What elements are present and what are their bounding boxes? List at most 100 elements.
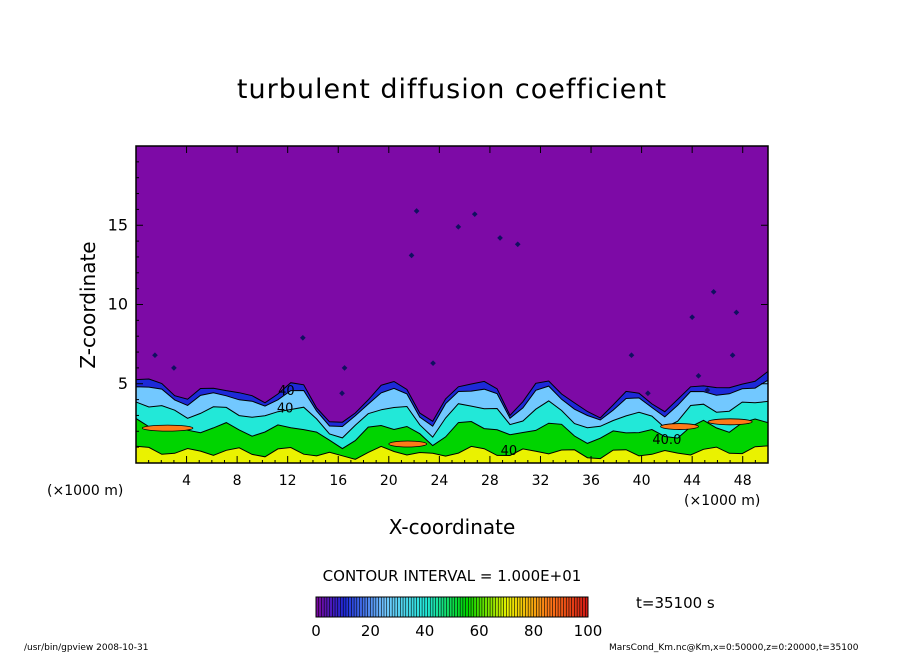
colorbar-step — [500, 597, 504, 617]
x-tick-label: 16 — [329, 473, 347, 489]
colorbar-step — [316, 597, 320, 617]
colorbar-step — [503, 597, 507, 617]
colorbar-frame — [315, 596, 589, 618]
plume-marker — [710, 288, 717, 295]
plume-markers — [152, 208, 740, 397]
colorbar-step — [408, 597, 412, 617]
boundary-layer-field — [136, 370, 768, 463]
x-tick-label: 32 — [532, 473, 550, 489]
colorbar-step — [435, 597, 439, 617]
colorbar-step — [549, 597, 553, 617]
plume-marker — [471, 211, 478, 217]
colorbar-step — [403, 597, 407, 617]
colorbar-tick-label: 20 — [361, 622, 380, 640]
colorbar-step — [454, 597, 458, 617]
colorbar-step — [443, 597, 447, 617]
colorbar-step — [422, 597, 426, 617]
footer-source-label: MarsCond_Km.nc@Km,x=0:50000,z=0:20000,t=… — [609, 643, 859, 653]
colorbar-step — [536, 597, 540, 617]
colorbar-step — [533, 597, 537, 617]
plume-marker — [413, 208, 420, 214]
colorbar-step — [324, 597, 328, 617]
contour-label: 40 — [277, 401, 294, 416]
colorbar-step — [471, 597, 475, 617]
plume-marker — [455, 224, 462, 230]
colorbar-step — [370, 597, 374, 617]
x-tick-label: 8 — [233, 473, 242, 489]
contour-interval-label: CONTOUR INTERVAL = 1.000E+01 — [322, 567, 582, 585]
colorbar-step — [460, 597, 464, 617]
colorbar-step — [321, 597, 325, 617]
plume-marker — [339, 390, 345, 397]
orange-streak — [707, 418, 753, 426]
colorbar-step — [411, 597, 415, 617]
colorbar-step — [528, 597, 532, 617]
colorbar-step — [547, 597, 551, 617]
colorbar-step — [574, 597, 578, 617]
x-tick-label: 40 — [633, 473, 651, 489]
colorbar-step — [481, 597, 485, 617]
y-axis-ticks: 5 10 15 — [108, 161, 768, 448]
colorbar-step — [359, 597, 363, 617]
colorbar-step — [579, 597, 583, 617]
plume-marker — [171, 365, 177, 371]
colorbar-step — [424, 597, 428, 617]
colorbar-step — [389, 597, 393, 617]
colorbar-step — [427, 597, 431, 617]
colorbar-step — [351, 597, 355, 617]
colorbar-step — [416, 597, 420, 617]
colorbar-step — [495, 597, 499, 617]
contour-labels: 40 40 40.0 40 — [277, 384, 681, 459]
contour-label: 40.0 — [652, 433, 681, 448]
plume-marker — [497, 235, 503, 241]
x-axis-label: X-coordinate — [388, 515, 516, 539]
colorbar-step — [476, 597, 480, 617]
colorbar-step — [318, 597, 322, 617]
colorbar-step — [520, 597, 524, 617]
plume-marker — [733, 309, 740, 316]
y-tick-label: 5 — [118, 374, 128, 393]
colorbar-step — [571, 597, 575, 617]
colorbar-step — [386, 597, 390, 617]
colorbar-step — [585, 597, 589, 617]
plume-marker — [514, 241, 521, 248]
time-label: t=35100 s — [636, 594, 715, 612]
colorbar-step — [326, 597, 330, 617]
plume-marker — [152, 352, 158, 359]
colorbar-step — [525, 597, 529, 617]
colorbar-step — [345, 597, 349, 617]
colorbar-step — [552, 597, 556, 617]
colorbar-step — [438, 597, 442, 617]
colorbar-step — [484, 597, 488, 617]
colorbar-step — [400, 597, 404, 617]
colorbar-step — [354, 597, 358, 617]
colorbar-step — [394, 597, 398, 617]
colorbar-step — [384, 597, 388, 617]
x-tick-label: 48 — [734, 473, 752, 489]
colorbar-step — [487, 597, 491, 617]
colorbar-step — [544, 597, 548, 617]
x-tick-label: 24 — [430, 473, 448, 489]
colorbar-step — [397, 597, 401, 617]
colorbar-step — [419, 597, 423, 617]
colorbar-tick-label: 0 — [311, 622, 321, 640]
orange-streak — [141, 424, 194, 432]
colorbar-step — [452, 597, 456, 617]
colorbar-step — [375, 597, 379, 617]
colorbar-step — [498, 597, 502, 617]
colorbar-step — [530, 597, 534, 617]
y-tick-label: 10 — [108, 295, 128, 314]
colorbar: 0 20 40 60 80 100 — [311, 596, 602, 640]
colorbar-step — [539, 597, 543, 617]
colorbar-step — [329, 597, 333, 617]
orange-streak — [388, 440, 428, 448]
plume-marker — [729, 352, 736, 359]
colorbar-step — [373, 597, 377, 617]
y-tick-label: 15 — [108, 215, 128, 234]
colorbar-step — [332, 597, 336, 617]
colorbar-step — [490, 597, 494, 617]
x-tick-label: 4 — [182, 473, 191, 489]
colorbar-step — [479, 597, 483, 617]
colorbar-step — [566, 597, 570, 617]
